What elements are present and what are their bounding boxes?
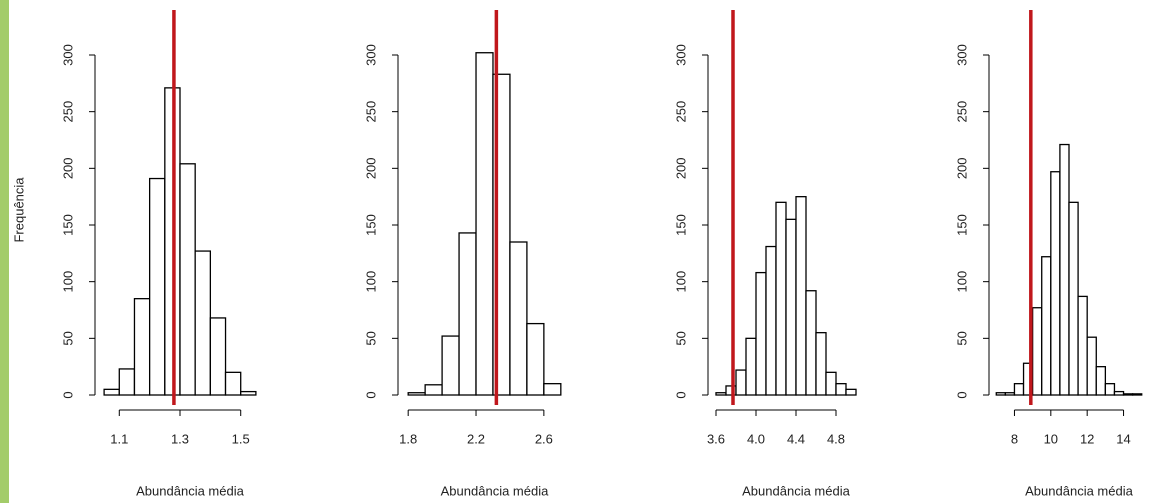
bar [133, 298, 151, 396]
y-tick-label: 200 [60, 157, 75, 179]
side-strip [0, 0, 9, 503]
bar [148, 177, 166, 396]
x-axis-label: Abundância média [1025, 483, 1133, 498]
bar [1104, 383, 1116, 396]
bar [745, 337, 757, 396]
bar [805, 290, 817, 396]
bar [995, 392, 1007, 396]
bar [765, 245, 777, 396]
bar [1113, 390, 1125, 396]
bar [209, 317, 227, 396]
y-tick-label: 250 [673, 101, 688, 123]
y-tick-label: 300 [363, 44, 378, 66]
y-tick-label: 150 [60, 214, 75, 236]
y-tick-label: 300 [954, 44, 969, 66]
bar [475, 52, 494, 396]
bar [835, 383, 847, 396]
bar [441, 335, 460, 396]
y-tick-label: 0 [363, 391, 378, 398]
bar [543, 383, 562, 396]
y-tick-label: 0 [954, 391, 969, 398]
bar [825, 371, 837, 396]
bar [755, 271, 767, 396]
bar [1122, 393, 1134, 396]
bar [785, 218, 797, 396]
bar [795, 196, 807, 396]
x-tick-label: 2.2 [467, 431, 485, 446]
bar [1086, 336, 1097, 396]
x-tick-label: 3.6 [707, 431, 725, 446]
y-tick-label: 100 [363, 271, 378, 293]
x-axis-label: Abundância média [136, 483, 244, 498]
y-tick-label: 100 [954, 271, 969, 293]
bar [194, 250, 212, 396]
bar [424, 384, 443, 396]
x-tick-label: 1.1 [110, 431, 128, 446]
bar [526, 322, 545, 396]
bar [1077, 295, 1088, 396]
x-tick-label: 2.6 [535, 431, 553, 446]
bar [735, 369, 747, 396]
y-tick-label: 200 [363, 157, 378, 179]
y-tick-label: 150 [363, 214, 378, 236]
bar [1131, 393, 1143, 396]
y-tick-label: 0 [673, 391, 688, 398]
y-tick-label: 50 [60, 331, 75, 345]
bar [815, 332, 827, 396]
y-axis-label: Frequência [11, 177, 26, 243]
y-tick-label: 150 [954, 214, 969, 236]
bar [224, 371, 242, 396]
y-tick-label: 200 [954, 157, 969, 179]
y-tick-label: 300 [673, 44, 688, 66]
x-tick-label: 12 [1080, 431, 1094, 446]
x-tick-label: 4.8 [827, 431, 845, 446]
bar [103, 388, 120, 396]
bar [240, 390, 257, 396]
x-tick-label: 4.0 [747, 431, 765, 446]
y-tick-label: 150 [673, 214, 688, 236]
x-tick-label: 8 [1011, 431, 1018, 446]
bar [179, 163, 196, 396]
bar [1031, 307, 1043, 396]
bar [1041, 256, 1052, 396]
bar [458, 232, 477, 396]
y-tick-label: 50 [673, 331, 688, 345]
y-tick-label: 250 [363, 101, 378, 123]
x-tick-label: 1.5 [232, 431, 250, 446]
y-tick-label: 100 [60, 271, 75, 293]
y-tick-label: 100 [673, 271, 688, 293]
y-tick-label: 300 [60, 44, 75, 66]
bar [1050, 171, 1061, 396]
x-tick-label: 14 [1116, 431, 1130, 446]
bar [509, 241, 528, 396]
x-axis-label: Abundância média [742, 483, 850, 498]
y-tick-label: 200 [673, 157, 688, 179]
bar [1059, 143, 1070, 396]
bar [407, 392, 426, 396]
y-tick-label: 50 [363, 331, 378, 345]
bar [775, 201, 787, 396]
x-axis-label: Abundância média [441, 483, 549, 498]
bar [715, 392, 727, 396]
x-tick-label: 10 [1044, 431, 1058, 446]
bar [845, 388, 857, 396]
x-tick-label: 1.3 [171, 431, 189, 446]
y-tick-label: 50 [954, 331, 969, 345]
bar [118, 368, 136, 396]
bar [1095, 366, 1107, 396]
x-tick-label: 4.4 [787, 431, 805, 446]
bar [1013, 383, 1025, 396]
y-tick-label: 250 [60, 101, 75, 123]
bar [1068, 201, 1079, 396]
x-tick-label: 1.8 [399, 431, 417, 446]
y-tick-label: 250 [954, 101, 969, 123]
bar [1004, 392, 1016, 396]
y-tick-label: 0 [60, 391, 75, 398]
